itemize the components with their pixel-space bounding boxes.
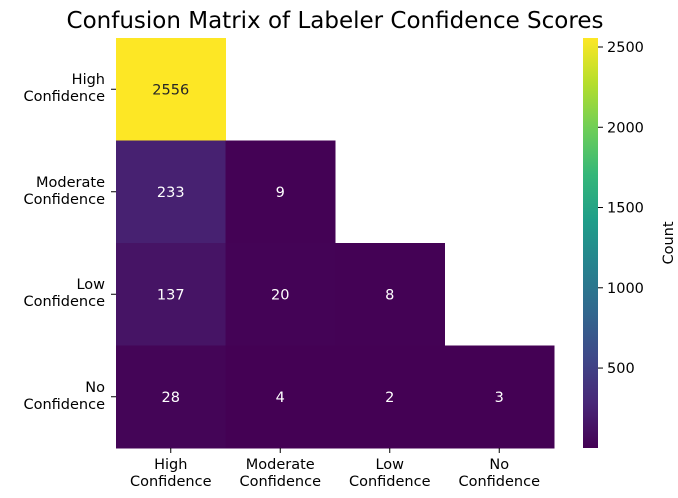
cell-label: 4 [276,390,285,406]
cell-label: 8 [385,287,394,303]
cell-label: 137 [157,287,185,303]
x-tick-label: No Confidence [458,457,541,490]
y-tick-label: Low Confidence [23,277,105,311]
x-tick-label: High Confidence [129,457,212,490]
heatmap-cell [335,345,445,449]
heatmap-cell [225,140,336,244]
colorbar-tick-label: 2500 [607,40,644,56]
heatmap-cell [116,38,226,141]
x-tick-label: Low Confidence [348,457,431,490]
heatmap-cell [225,243,336,346]
colorbar-label: Count [661,221,677,264]
cell-label: 9 [276,185,285,201]
chart-title: Confusion Matrix of Labeler Confidence S… [67,8,604,34]
cell-label: 20 [271,287,289,303]
heatmap-cell [444,345,555,449]
heatmap-cell [225,345,336,449]
y-tick-label: No Confidence [23,379,105,413]
y-tick-label: High Confidence [23,72,105,106]
x-tick-label: Moderate Confidence [239,457,322,490]
colorbar-tick-label: 2000 [607,120,644,136]
heatmap-cell [116,345,226,449]
heatmap-cell [335,243,445,346]
colorbar-tick-label: 500 [607,361,635,377]
cell-label: 2 [385,390,394,406]
cell-label: 3 [495,390,504,406]
cell-label: 2556 [152,82,189,98]
cell-label: 233 [157,185,185,201]
colorbar-tick-label: 1000 [607,281,644,297]
y-tick-label: Moderate Confidence [23,174,105,208]
heatmap-cell [116,140,226,244]
heatmap-cell [116,243,226,346]
cell-label: 28 [162,390,180,406]
colorbar-tick-label: 1500 [607,201,644,217]
colorbar [583,38,598,448]
